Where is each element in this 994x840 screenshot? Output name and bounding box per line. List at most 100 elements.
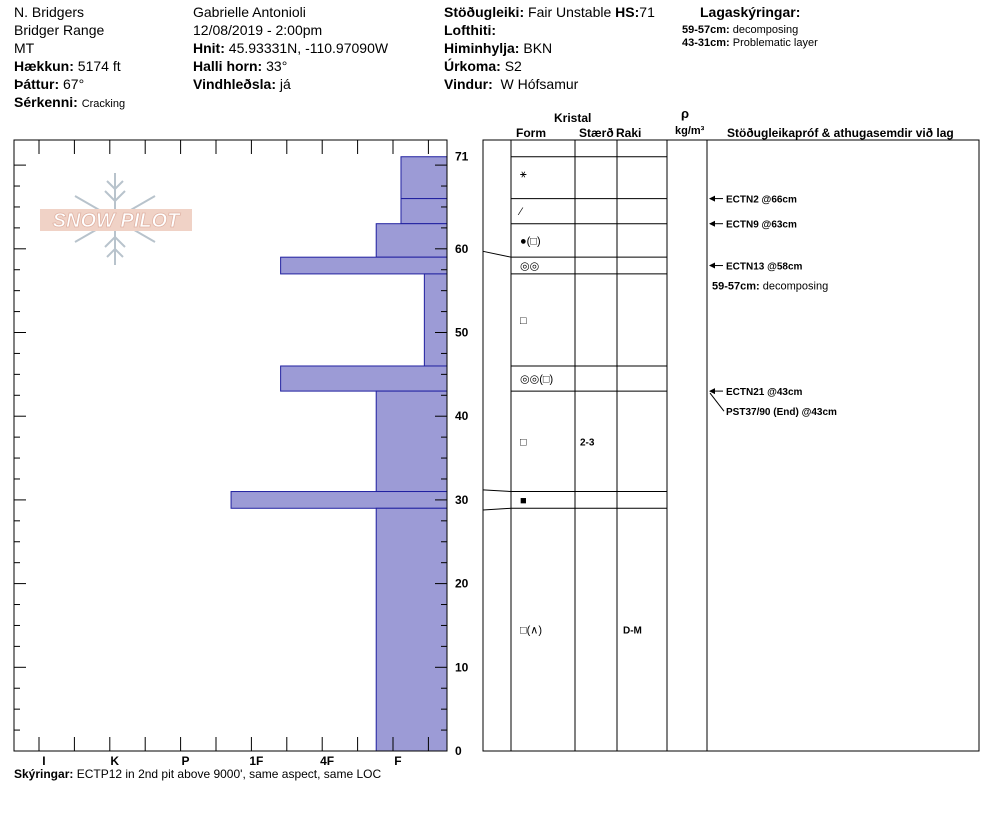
snowpilot-logo: SNOW PILOT bbox=[40, 173, 192, 265]
hardness-bar bbox=[375, 223, 448, 258]
wind-loading: Vindhleðsla: já bbox=[193, 76, 291, 92]
crystal-form: ⚹ bbox=[520, 168, 527, 180]
sky-value: BKN bbox=[523, 40, 553, 56]
pit-author: Gabrielle Antonioli bbox=[193, 4, 306, 20]
test-result: ECTN9 @63cm bbox=[726, 220, 797, 231]
test-arrow-icon bbox=[709, 195, 715, 202]
test-arrow-icon bbox=[709, 388, 715, 395]
density-unit-header: kg/m³ bbox=[675, 125, 705, 137]
hardness-bar bbox=[423, 273, 448, 367]
sky: Himinhylja: BKN bbox=[444, 40, 552, 56]
hardness-bar bbox=[400, 198, 448, 225]
test-result: ECTN21 @43cm bbox=[726, 387, 803, 398]
legend-text-1: decomposing bbox=[732, 24, 799, 36]
wind-loading-value: já bbox=[279, 76, 291, 92]
x-axis-ticks bbox=[38, 140, 429, 751]
moisture-header: Raki bbox=[616, 126, 642, 140]
rho-header: ρ bbox=[681, 106, 690, 121]
crystal-form: □ bbox=[520, 315, 527, 327]
layer-table-grid bbox=[482, 140, 708, 751]
logo-banner bbox=[40, 209, 192, 231]
y-label: 20 bbox=[455, 577, 469, 591]
legend-text-2: Problematic layer bbox=[732, 37, 818, 49]
hardness-bar bbox=[375, 390, 448, 493]
precip-value: S2 bbox=[504, 58, 522, 74]
hardness-bar bbox=[230, 491, 448, 509]
test-result: ECTN13 @58cm bbox=[726, 262, 803, 273]
x-label: P bbox=[182, 754, 190, 768]
test-arrow-icon bbox=[709, 220, 715, 227]
crystal-form: ◎◎(□) bbox=[520, 374, 553, 386]
y-label: 71 bbox=[455, 150, 469, 164]
features-value: Cracking bbox=[81, 98, 126, 110]
crystal-form: ◎◎ bbox=[520, 261, 539, 273]
coords-value: 45.93331N, -110.97090W bbox=[228, 40, 389, 56]
slope-value: 33° bbox=[266, 58, 288, 74]
layer-connector bbox=[482, 489, 512, 493]
precip-label: Úrkoma: bbox=[444, 58, 501, 74]
y-label: 0 bbox=[455, 744, 462, 758]
air-temp: Lofthiti: bbox=[444, 22, 496, 38]
crystal-form: □(∧) bbox=[520, 625, 542, 637]
elevation-value: 5174 ft bbox=[77, 58, 121, 74]
stability-tests-column: ECTN2 @66cm ECTN9 @63cm ECTN13 @58cm 59-57c… bbox=[709, 195, 837, 418]
x-label: I bbox=[42, 754, 45, 768]
size-header: Stærð bbox=[579, 126, 614, 140]
crystal-form: ⁄ bbox=[517, 206, 524, 218]
hardness-bar bbox=[280, 256, 448, 275]
hardness-bar bbox=[280, 365, 448, 392]
x-label: 4F bbox=[320, 754, 334, 768]
crystal-form: □ bbox=[520, 436, 527, 448]
features: Sérkenni: Cracking bbox=[14, 94, 125, 112]
kristal-header: Kristal bbox=[554, 111, 592, 125]
legend-item-2: 43-31cm: Problematic layer bbox=[682, 37, 818, 50]
logo-text: SNOW PILOT bbox=[53, 210, 181, 232]
sky-label: Himinhylja: bbox=[444, 40, 520, 56]
crystal-size: 2-3 bbox=[580, 437, 595, 448]
crystal-column: ⚹ ⁄ ●(□) ◎◎ □ ◎◎(□) □ 2-3 ■ □(∧) D-M bbox=[517, 168, 642, 636]
x-label: F bbox=[394, 754, 401, 768]
wind-value: W Hófsamur bbox=[500, 76, 579, 92]
location: Bridger Range bbox=[14, 22, 105, 38]
tests-header: Stöðugleikapróf & athugasemdir við lag bbox=[727, 126, 954, 140]
x-axis-labels: I K P 1F 4F F bbox=[42, 754, 401, 768]
layer-table-frame bbox=[482, 139, 980, 752]
wind-label: Vindur: bbox=[444, 76, 493, 92]
coords-label: Hnit: bbox=[193, 40, 225, 56]
elevation-label: Hækkun: bbox=[14, 58, 74, 74]
y-axis-ticks bbox=[14, 164, 447, 752]
layer-connector bbox=[482, 250, 512, 258]
stability-value: Fair Unstable bbox=[528, 4, 612, 20]
stability-label: Stöðugleiki: bbox=[444, 4, 525, 20]
aspect-value: 67° bbox=[63, 76, 85, 92]
test-result: PST37/90 (End) @43cm bbox=[726, 407, 837, 418]
footer-label: Skýringar: bbox=[14, 767, 74, 781]
legend-range-2: 43-31cm: bbox=[682, 37, 730, 49]
hardness-bar bbox=[375, 507, 448, 752]
state: MT bbox=[14, 40, 35, 56]
slope: Halli horn: 33° bbox=[193, 58, 287, 74]
y-label: 40 bbox=[455, 409, 469, 423]
observer-name: N. Bridgers bbox=[14, 4, 85, 20]
precip: Úrkoma: S2 bbox=[444, 58, 522, 74]
legend-title: Lagaskýringar: bbox=[700, 4, 801, 20]
test-result: ECTN2 @66cm bbox=[726, 195, 797, 206]
chart-frame bbox=[13, 139, 448, 752]
hs-label: HS: bbox=[615, 4, 640, 20]
y-axis-labels: 0 10 20 30 40 50 60 71 bbox=[455, 150, 469, 758]
wind: Vindur: W Hófsamur bbox=[444, 76, 578, 92]
legend-range-1: 59-57cm: bbox=[682, 24, 730, 36]
test-arrow-icon bbox=[709, 262, 715, 269]
aspect-label: Þáttur: bbox=[14, 76, 60, 92]
pit-datetime: 12/08/2019 - 2:00pm bbox=[193, 22, 323, 38]
coords: Hnit: 45.93331N, -110.97090W bbox=[193, 40, 388, 56]
footer-text: ECTP12 in 2nd pit above 9000', same aspe… bbox=[76, 767, 382, 781]
aspect: Þáttur: 67° bbox=[14, 76, 84, 92]
y-label: 10 bbox=[455, 660, 469, 674]
crystal-moisture: D-M bbox=[623, 626, 642, 637]
y-label: 30 bbox=[455, 493, 469, 507]
hardness-bar bbox=[400, 156, 448, 200]
hs-value: 71 bbox=[639, 4, 655, 20]
y-label: 60 bbox=[455, 242, 469, 256]
